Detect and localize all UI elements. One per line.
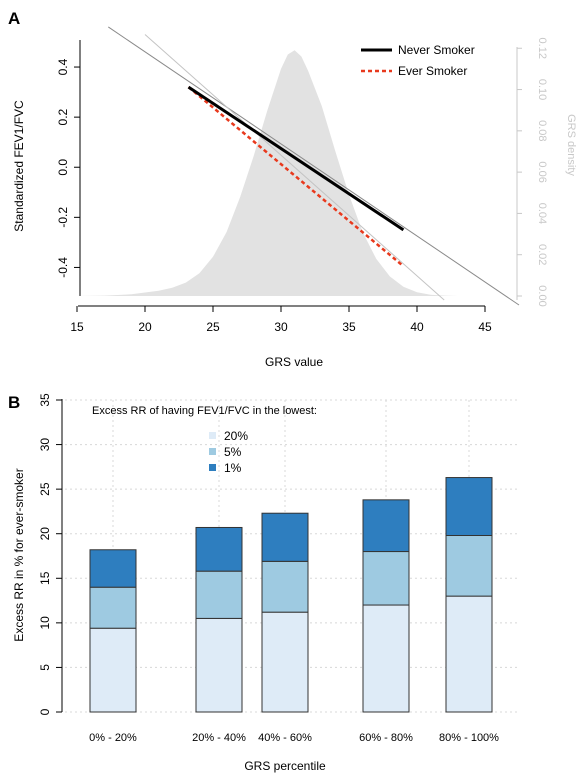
bar-segment-1pct <box>445 477 493 536</box>
density-tick-label: 0.12 <box>536 38 548 59</box>
y-tick-label: -0.4 <box>56 257 70 278</box>
stacked-bars <box>89 477 493 713</box>
panel-b-y-ticks: 0 5 10 15 20 25 30 35 <box>38 393 62 715</box>
bar-segment-1pct <box>261 512 309 562</box>
bar-segment-20pct <box>261 611 309 713</box>
y-tick-label: 0.4 <box>56 58 70 75</box>
legend-label-5pct: 5% <box>224 445 242 459</box>
panel-a: A 15 20 25 30 35 40 45 -0.4-0.20.00.20.4 0.000… <box>8 9 577 369</box>
bar-segment-20pct <box>89 627 137 713</box>
y-tick-label: 0 <box>38 708 52 715</box>
bar-segment-20pct <box>445 595 493 713</box>
legend-ever-smoker-label: Ever Smoker <box>398 64 467 78</box>
panel-b-x-label: GRS percentile <box>244 759 326 773</box>
x-tick-label: 45 <box>478 320 492 334</box>
panel-a-x-ticks: 15 20 25 30 35 40 45 <box>70 306 492 334</box>
panel-a-y-label: Standardized FEV1/FVC <box>12 100 26 232</box>
x-tick-label: 20 <box>138 320 152 334</box>
legend-swatch-5pct <box>209 448 216 455</box>
y-tick-label: 0.0 <box>56 159 70 176</box>
density-tick-label: 0.04 <box>536 203 548 224</box>
y-tick-label: 25 <box>38 482 52 496</box>
panel-a-density-label: GRS density <box>565 114 577 176</box>
y-tick-label: 10 <box>38 616 52 630</box>
density-layer <box>77 50 458 296</box>
x-tick-label: 25 <box>206 320 220 334</box>
y-tick-label: -0.2 <box>56 207 70 228</box>
y-tick-label: 0.2 <box>56 108 70 125</box>
ever-smoker-line <box>187 86 405 268</box>
y-tick-label: 30 <box>38 438 52 452</box>
legend-label-1pct: 1% <box>224 461 242 475</box>
bar-segment-20pct <box>362 604 410 713</box>
panel-b: B 0 5 10 15 20 25 30 35 0% - 20% 20% - 40% 40% - … <box>8 393 518 773</box>
panel-b-legend: 20% 5% 1% <box>209 429 248 475</box>
category-label: 20% - 40% <box>192 732 246 744</box>
panel-a-label: A <box>8 9 20 28</box>
density-tick-label: 0.06 <box>536 161 548 182</box>
y-tick-label: 20 <box>38 527 52 541</box>
legend-swatch-20pct <box>209 432 216 439</box>
panel-a-density-ticks: 0.00 0.02 0.04 0.06 0.08 0.10 0.12 <box>517 38 548 307</box>
never-smoker-fit-line <box>107 26 520 306</box>
density-tick-label: 0.08 <box>536 120 548 141</box>
x-tick-label: 40 <box>410 320 424 334</box>
y-tick-label: 5 <box>38 664 52 671</box>
bar-segment-1pct <box>362 499 410 553</box>
panel-a-x-label: GRS value <box>265 355 323 369</box>
category-label: 0% - 20% <box>89 732 137 744</box>
smoker-lines <box>187 85 405 268</box>
y-tick-label: 15 <box>38 571 52 585</box>
density-tick-label: 0.00 <box>536 285 548 306</box>
panel-b-category-labels: 0% - 20% 20% - 40% 40% - 60% 60% - 80% 80% -… <box>89 732 499 744</box>
legend-swatch-1pct <box>209 464 216 471</box>
ever-smoker-fit-line <box>144 34 445 301</box>
legend-label-20pct: 20% <box>224 429 248 443</box>
never-smoker-line <box>187 85 405 232</box>
category-label: 40% - 60% <box>258 732 312 744</box>
bar-segment-1pct <box>195 526 243 572</box>
bar-segment-5pct <box>362 551 410 606</box>
panel-a-legend: Never Smoker Ever Smoker <box>361 43 475 78</box>
panel-b-legend-title: Excess RR of having FEV1/FVC in the lowe… <box>92 405 317 417</box>
bar-segment-20pct <box>195 617 243 713</box>
grs-density-area <box>77 50 458 296</box>
x-tick-label: 35 <box>342 320 356 334</box>
fit-lines <box>107 26 520 306</box>
category-label: 60% - 80% <box>359 732 413 744</box>
panel-a-y-ticks: -0.4 -0.2 0.0 0.2 0.4 <box>56 58 80 278</box>
category-label: 80% - 100% <box>439 732 499 744</box>
panel-b-label: B <box>8 393 20 412</box>
x-tick-label: 15 <box>70 320 84 334</box>
x-tick-label: 30 <box>274 320 288 334</box>
legend-never-smoker-label: Never Smoker <box>398 43 475 57</box>
density-tick-label: 0.02 <box>536 244 548 265</box>
y-tick-label: 35 <box>38 393 52 407</box>
bar-segment-5pct <box>445 534 493 597</box>
bar-segment-5pct <box>195 570 243 619</box>
bar-segment-5pct <box>261 560 309 613</box>
panel-b-y-label: Excess RR in % for ever-smoker <box>12 468 26 641</box>
bar-segment-5pct <box>89 586 137 629</box>
density-tick-label: 0.10 <box>536 79 548 100</box>
bar-segment-1pct <box>89 549 137 588</box>
